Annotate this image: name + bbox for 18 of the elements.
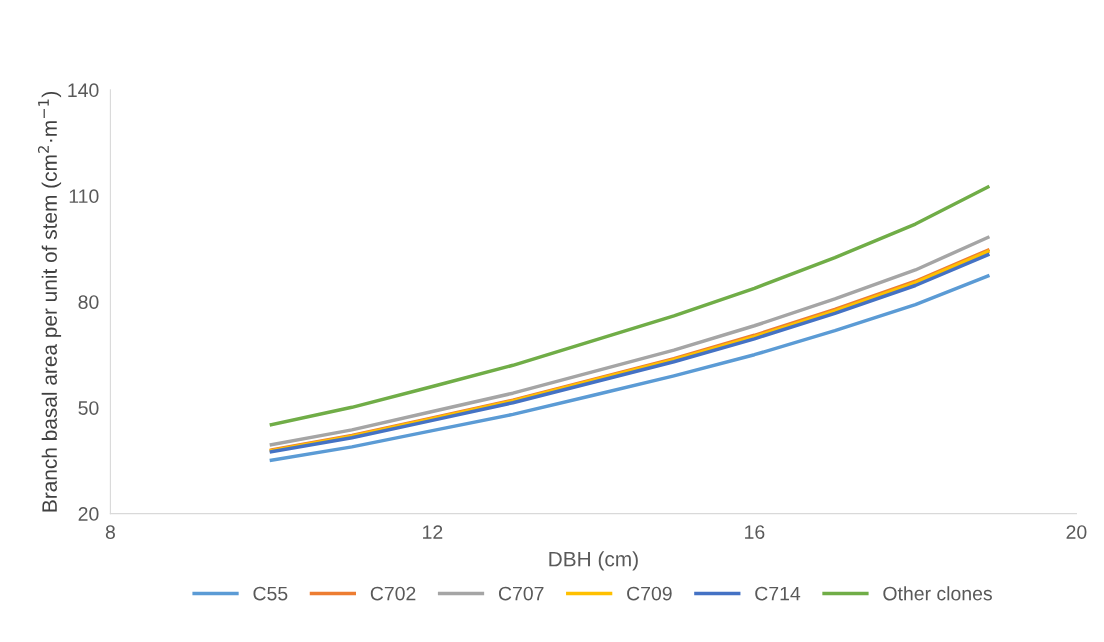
y-tick-label: 110 bbox=[69, 189, 99, 204]
y-axis-title: Branch basal area per unit of stem (cm$^{2}$·m$^{−1}$) bbox=[37, 91, 62, 512]
legend-label: C714 bbox=[755, 586, 801, 601]
y-tick-label: 50 bbox=[78, 401, 99, 415]
y-tick-label: 140 bbox=[68, 83, 99, 98]
legend-label: C55 bbox=[253, 586, 288, 601]
x-tick-label: 12 bbox=[423, 525, 443, 539]
legend-label: C707 bbox=[498, 586, 544, 601]
line-series bbox=[269, 185, 990, 427]
legend-label: C709 bbox=[627, 586, 672, 601]
x-axis-title: DBH (cm) bbox=[549, 551, 638, 571]
legend-label: C702 bbox=[370, 586, 416, 601]
x-tick-label: 20 bbox=[1066, 525, 1087, 539]
x-tick-label: 8 bbox=[105, 525, 115, 539]
y-tick-label: 20 bbox=[78, 507, 99, 521]
y-tick-label: 80 bbox=[78, 295, 99, 309]
x-tick-label: 16 bbox=[745, 525, 765, 539]
legend-label: Other clones bbox=[883, 586, 992, 601]
